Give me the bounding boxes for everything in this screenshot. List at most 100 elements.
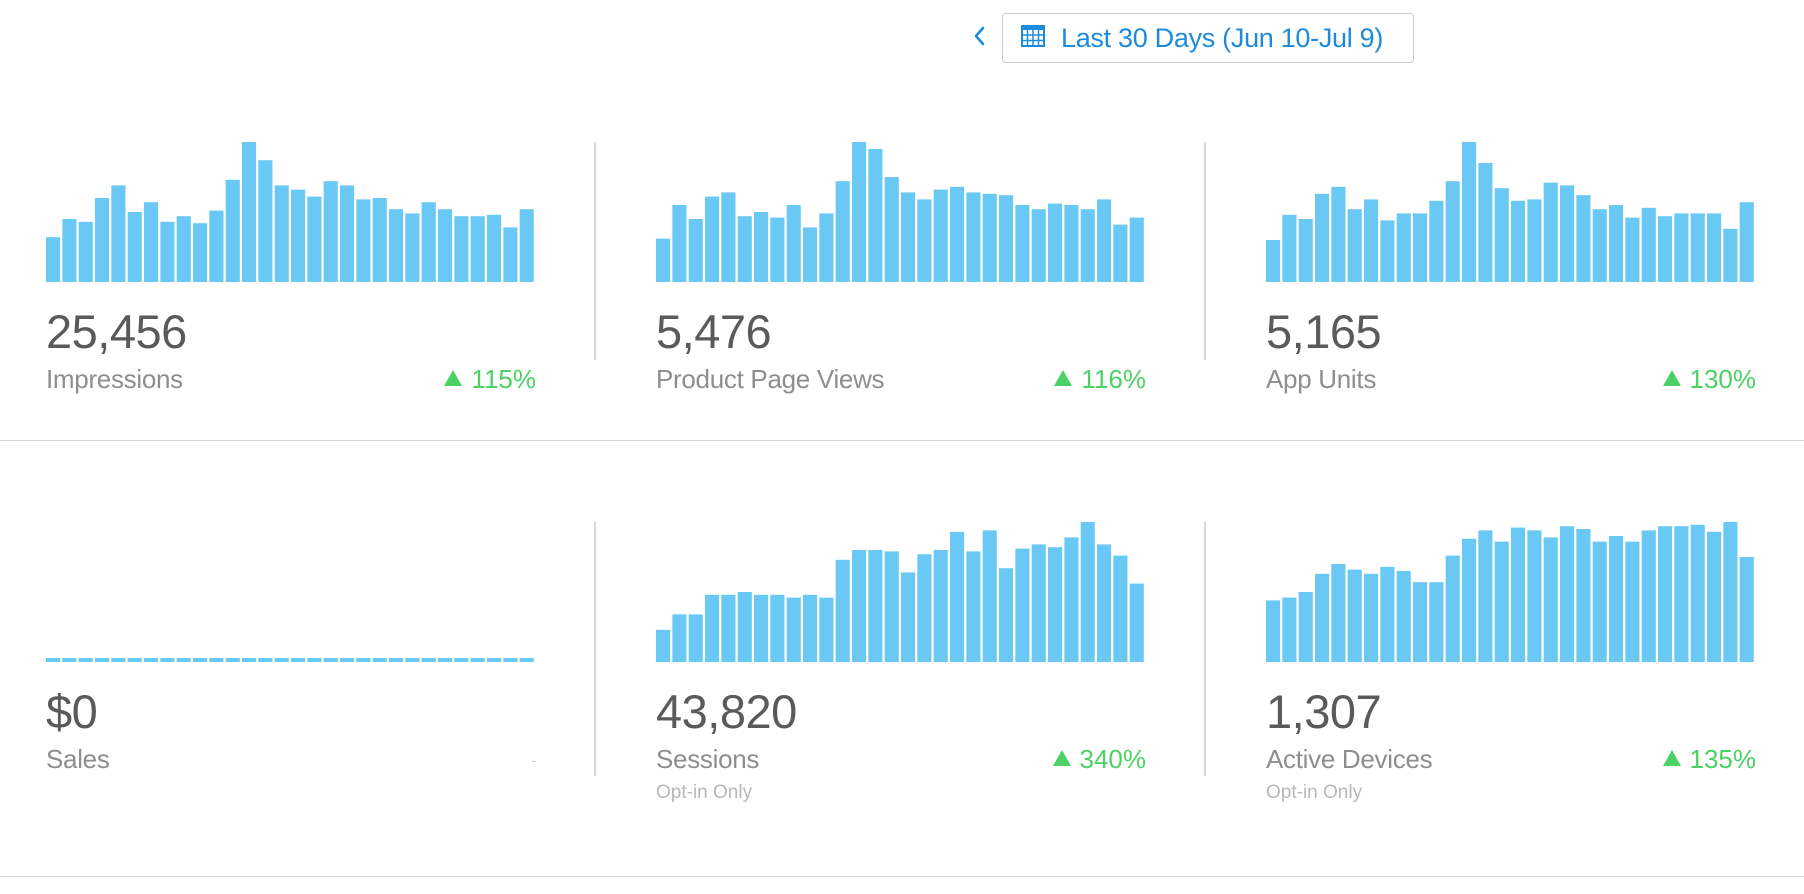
bar-day-5[interactable]	[721, 192, 736, 282]
bar-day-23[interactable]	[1015, 548, 1030, 662]
bar-day-30[interactable]	[519, 658, 534, 662]
bar-day-21[interactable]	[982, 193, 997, 282]
bar-day-10[interactable]	[803, 227, 818, 282]
bar-day-6[interactable]	[1347, 209, 1362, 282]
bar-day-8[interactable]	[770, 217, 785, 282]
bar-day-20[interactable]	[356, 199, 371, 282]
bar-day-9[interactable]	[786, 205, 801, 282]
bar-day-22[interactable]	[999, 195, 1014, 282]
bar-day-8[interactable]	[1380, 220, 1395, 282]
bar-day-19[interactable]	[1560, 185, 1575, 282]
bar-day-8[interactable]	[160, 658, 175, 662]
bar-day-7[interactable]	[1364, 573, 1379, 662]
bar-day-11[interactable]	[209, 210, 224, 282]
bar-day-26[interactable]	[1064, 537, 1079, 662]
bar-day-11[interactable]	[209, 658, 224, 662]
bar-day-14[interactable]	[868, 550, 883, 662]
bar-day-9[interactable]	[176, 658, 191, 662]
bar-day-7[interactable]	[1364, 199, 1379, 282]
bar-day-24[interactable]	[421, 658, 436, 662]
bar-day-30[interactable]	[1739, 202, 1754, 282]
bar-day-22[interactable]	[1609, 536, 1624, 662]
bar-day-10[interactable]	[193, 658, 208, 662]
bar-day-24[interactable]	[1641, 530, 1656, 662]
bar-day-29[interactable]	[1723, 522, 1738, 662]
bar-day-16[interactable]	[901, 572, 916, 662]
bar-day-9[interactable]	[786, 597, 801, 662]
bar-day-14[interactable]	[258, 658, 273, 662]
bar-day-14[interactable]	[258, 160, 273, 282]
bar-day-14[interactable]	[1478, 163, 1493, 282]
bar-day-16[interactable]	[291, 189, 306, 282]
bar-day-23[interactable]	[1625, 217, 1640, 282]
bar-day-2[interactable]	[672, 205, 687, 282]
bar-day-6[interactable]	[127, 658, 142, 662]
bar-day-25[interactable]	[438, 658, 453, 662]
bar-day-5[interactable]	[1331, 564, 1346, 662]
bar-day-30[interactable]	[1129, 217, 1144, 282]
bar-day-18[interactable]	[1543, 182, 1558, 282]
bar-day-19[interactable]	[950, 531, 965, 662]
bar-day-9[interactable]	[1396, 213, 1411, 282]
bar-day-23[interactable]	[405, 658, 420, 662]
bar-day-28[interactable]	[1097, 544, 1112, 662]
bar-day-12[interactable]	[225, 658, 240, 662]
bar-day-8[interactable]	[770, 594, 785, 662]
bar-day-5[interactable]	[721, 594, 736, 662]
bar-day-18[interactable]	[1543, 537, 1558, 662]
bar-day-6[interactable]	[1347, 569, 1362, 662]
bar-day-21[interactable]	[982, 530, 997, 662]
bar-day-3[interactable]	[1298, 592, 1313, 662]
bar-day-8[interactable]	[1380, 566, 1395, 662]
bar-day-28[interactable]	[1707, 531, 1722, 662]
bar-day-28[interactable]	[487, 658, 502, 662]
bar-day-19[interactable]	[1560, 526, 1575, 662]
bar-day-19[interactable]	[340, 658, 355, 662]
bar-day-25[interactable]	[1048, 203, 1063, 282]
bar-day-29[interactable]	[503, 658, 518, 662]
bar-day-22[interactable]	[389, 209, 404, 282]
bar-day-5[interactable]	[111, 658, 126, 662]
bar-day-11[interactable]	[1429, 200, 1444, 282]
bar-day-24[interactable]	[1031, 544, 1046, 662]
bar-day-15[interactable]	[1494, 541, 1509, 662]
bar-day-27[interactable]	[1080, 522, 1095, 662]
bar-day-4[interactable]	[705, 594, 720, 662]
bar-day-26[interactable]	[1674, 526, 1689, 662]
bar-day-4[interactable]	[1315, 573, 1330, 662]
bar-day-30[interactable]	[1739, 557, 1754, 662]
bar-day-10[interactable]	[193, 223, 208, 282]
bar-day-17[interactable]	[917, 199, 932, 282]
bar-day-26[interactable]	[1064, 205, 1079, 282]
bar-day-30[interactable]	[1129, 583, 1144, 662]
bar-day-19[interactable]	[950, 186, 965, 282]
bar-day-28[interactable]	[487, 214, 502, 282]
bar-day-1[interactable]	[1266, 240, 1281, 282]
bar-day-14[interactable]	[868, 149, 883, 282]
bar-day-17[interactable]	[307, 658, 322, 662]
bar-day-12[interactable]	[1445, 555, 1460, 662]
bar-day-6[interactable]	[737, 592, 752, 662]
bar-day-20[interactable]	[966, 192, 981, 282]
bar-day-10[interactable]	[1413, 213, 1428, 282]
bar-day-25[interactable]	[1048, 547, 1063, 662]
bar-day-27[interactable]	[470, 216, 485, 282]
bar-day-20[interactable]	[1576, 195, 1591, 282]
bar-day-7[interactable]	[754, 594, 769, 662]
bar-day-12[interactable]	[225, 179, 240, 282]
bar-day-21[interactable]	[1592, 209, 1607, 282]
bar-day-23[interactable]	[405, 213, 420, 282]
bar-day-5[interactable]	[1331, 186, 1346, 282]
bar-day-16[interactable]	[1511, 200, 1526, 282]
bar-day-10[interactable]	[1413, 582, 1428, 662]
bar-day-16[interactable]	[1511, 527, 1526, 662]
bar-day-29[interactable]	[1113, 224, 1128, 282]
bar-day-1[interactable]	[1266, 600, 1281, 662]
bar-day-6[interactable]	[737, 216, 752, 282]
bar-day-15[interactable]	[884, 551, 899, 662]
bar-day-1[interactable]	[46, 237, 61, 282]
bar-day-21[interactable]	[372, 658, 387, 662]
bar-day-15[interactable]	[884, 177, 899, 282]
bar-day-2[interactable]	[1282, 214, 1297, 282]
bar-day-4[interactable]	[1315, 193, 1330, 282]
